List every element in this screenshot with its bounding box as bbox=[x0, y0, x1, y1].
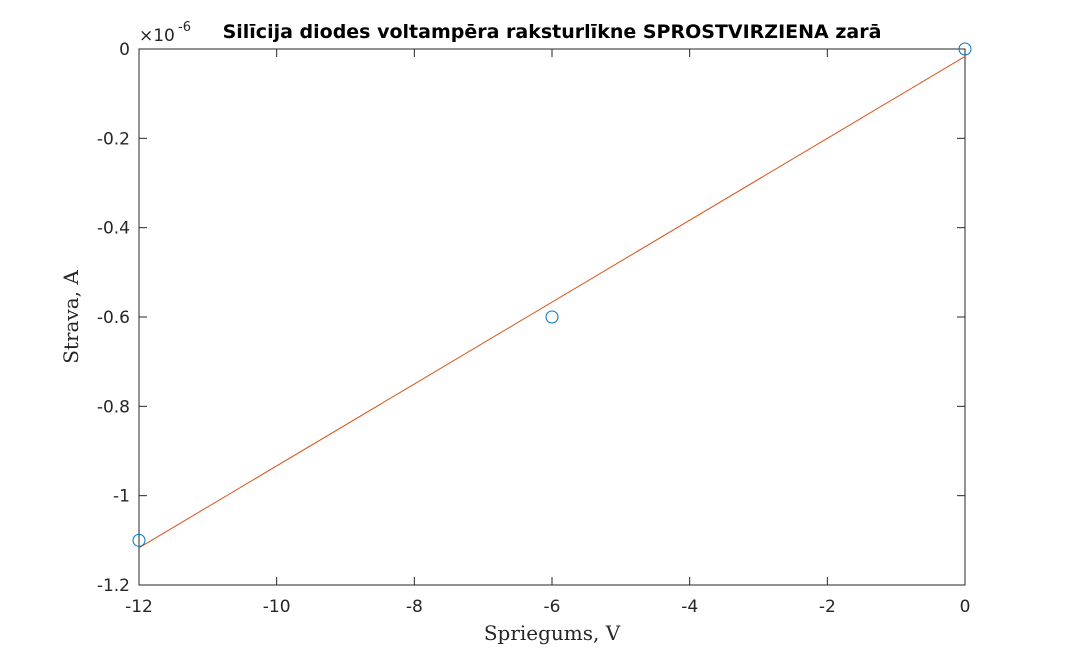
x-axis: -12 -10 -8 -6 -4 -2 0 bbox=[125, 49, 970, 617]
x-axis-label: Spriegums, V bbox=[484, 621, 621, 645]
x-tick-label: -4 bbox=[681, 597, 698, 617]
chart-title: Silīcija diodes voltampēra raksturlīkne … bbox=[223, 21, 882, 43]
y-tick-label: -1 bbox=[113, 487, 130, 507]
x-tick-label: -2 bbox=[819, 597, 836, 617]
y-tick-label: -0.4 bbox=[97, 219, 130, 239]
y-axis-label: Strava, A bbox=[59, 270, 83, 364]
data-point bbox=[132, 533, 146, 547]
y-tick-label: -1.2 bbox=[97, 576, 130, 596]
y-axis: -1.2 -1 -0.8 -0.6 -0.4 -0.2 0 bbox=[97, 40, 965, 596]
y-tick-label: -0.6 bbox=[97, 308, 130, 328]
y-axis-exponent: ×10 -6 bbox=[139, 20, 191, 46]
x-tick-label: -8 bbox=[406, 597, 423, 617]
x-tick-label: -10 bbox=[263, 597, 291, 617]
y-axis-exponent-base: ×10 bbox=[139, 26, 175, 46]
y-tick-label: -0.2 bbox=[97, 129, 130, 149]
x-tick-label: -6 bbox=[544, 597, 561, 617]
y-tick-label: 0 bbox=[119, 40, 130, 60]
plot-area bbox=[138, 48, 966, 586]
y-tick-label: -0.8 bbox=[97, 397, 130, 417]
fit-line bbox=[138, 56, 966, 549]
data-point bbox=[958, 42, 972, 56]
x-tick-label: 0 bbox=[960, 597, 971, 617]
data-point bbox=[545, 310, 559, 324]
y-axis-exponent-power: -6 bbox=[178, 20, 191, 35]
series-layer bbox=[132, 42, 972, 549]
x-tick-label: -12 bbox=[125, 597, 153, 617]
